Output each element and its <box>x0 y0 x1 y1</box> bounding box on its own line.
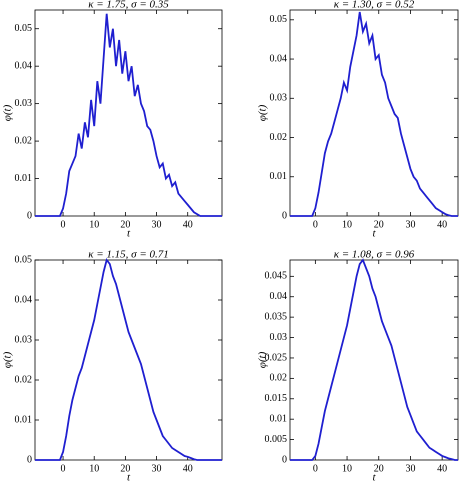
x-tick-label: 10 <box>342 219 352 230</box>
x-tick-label: 40 <box>183 463 193 474</box>
panel: 0 10 20 30 40 0 0.01 0.02 0.03 0.04 0.05 κ = 1.75, … <box>2 0 223 240</box>
y-tick-label: 0 <box>27 454 32 465</box>
x-tick-label: 20 <box>374 463 384 474</box>
chart-title: κ = 1.75, σ = 0.35 <box>88 0 169 11</box>
panel: 0 10 20 30 40 0 0.01 0.02 0.03 0.04 0.05 κ = 1.15, … <box>2 249 223 481</box>
y-axis-label: φ(t) <box>257 104 269 121</box>
y-tick-label: 0.025 <box>265 352 288 363</box>
y-tick-label: 0.015 <box>265 393 288 404</box>
y-tick-label: 0.045 <box>265 271 288 282</box>
y-tick-label: 0.02 <box>270 373 288 384</box>
x-tick-label: 30 <box>152 463 162 474</box>
y-axis-label: φ(t) <box>257 351 269 368</box>
panel: 0 10 20 30 40 0 0.005 0.01 0.015 0.02 0.025 0.03 0.0… <box>257 249 459 481</box>
x-tick-label: 0 <box>313 463 318 474</box>
x-tick-label: 0 <box>61 463 66 474</box>
plot-frame <box>34 9 223 217</box>
y-tick-label: 0.03 <box>270 332 288 343</box>
x-axis-label: t <box>127 472 131 481</box>
y-tick-label: 0.03 <box>15 334 33 345</box>
x-tick-label: 0 <box>313 219 318 230</box>
y-tick-label: 0.005 <box>265 434 288 445</box>
plot-frame <box>289 9 459 217</box>
y-tick-label: 0.02 <box>15 374 33 385</box>
x-tick-label: 20 <box>374 219 384 230</box>
y-tick-label: 0 <box>282 210 287 221</box>
y-tick-label: 0.04 <box>270 291 288 302</box>
y-tick-label: 0.03 <box>270 93 288 104</box>
y-tick-label: 0.04 <box>270 53 288 64</box>
x-axis-label: t <box>127 228 131 240</box>
panel: 0 10 20 30 40 0 0.01 0.02 0.03 0.04 0.05 κ = 1.30, … <box>257 0 459 240</box>
y-tick-label: 0.035 <box>265 311 288 322</box>
series-line <box>290 11 458 217</box>
x-axis-label: t <box>372 228 376 240</box>
x-tick-label: 10 <box>342 463 352 474</box>
x-tick-label: 40 <box>183 219 193 230</box>
series-line <box>35 258 222 461</box>
y-tick-label: 0 <box>27 210 32 221</box>
y-tick-label: 0 <box>282 454 287 465</box>
y-tick-label: 0.05 <box>15 254 33 265</box>
y-axis-label: φ(t) <box>2 104 14 121</box>
y-tick-label: 0.04 <box>15 60 33 71</box>
series-line <box>35 13 222 217</box>
x-tick-label: 30 <box>405 463 415 474</box>
plot-frame <box>289 259 459 461</box>
x-tick-label: 30 <box>152 219 162 230</box>
series-line <box>290 258 458 461</box>
y-tick-label: 0.03 <box>15 98 33 109</box>
y-tick-label: 0.01 <box>270 171 288 182</box>
y-tick-label: 0.05 <box>270 14 288 25</box>
y-tick-label: 0.02 <box>270 132 288 143</box>
y-tick-label: 0.02 <box>15 135 33 146</box>
y-tick-label: 0.04 <box>15 294 33 305</box>
chart-title: κ = 1.08, σ = 0.96 <box>334 249 415 261</box>
y-tick-label: 0.01 <box>270 413 288 424</box>
x-tick-label: 10 <box>89 219 99 230</box>
x-tick-label: 20 <box>120 219 130 230</box>
x-tick-label: 40 <box>437 463 447 474</box>
plot-frame <box>34 259 223 461</box>
x-tick-label: 10 <box>89 463 99 474</box>
y-tick-label: 0.01 <box>15 173 33 184</box>
y-tick-label: 0.05 <box>15 23 33 34</box>
y-tick-label: 0.01 <box>15 414 33 425</box>
x-tick-label: 0 <box>61 219 66 230</box>
x-axis-label: t <box>372 472 376 481</box>
x-tick-label: 20 <box>120 463 130 474</box>
chart-title: κ = 1.15, σ = 0.71 <box>88 249 169 261</box>
x-tick-label: 40 <box>437 219 447 230</box>
x-tick-label: 30 <box>405 219 415 230</box>
y-axis-label: φ(t) <box>2 351 14 368</box>
chart-title: κ = 1.30, σ = 0.52 <box>334 0 415 11</box>
